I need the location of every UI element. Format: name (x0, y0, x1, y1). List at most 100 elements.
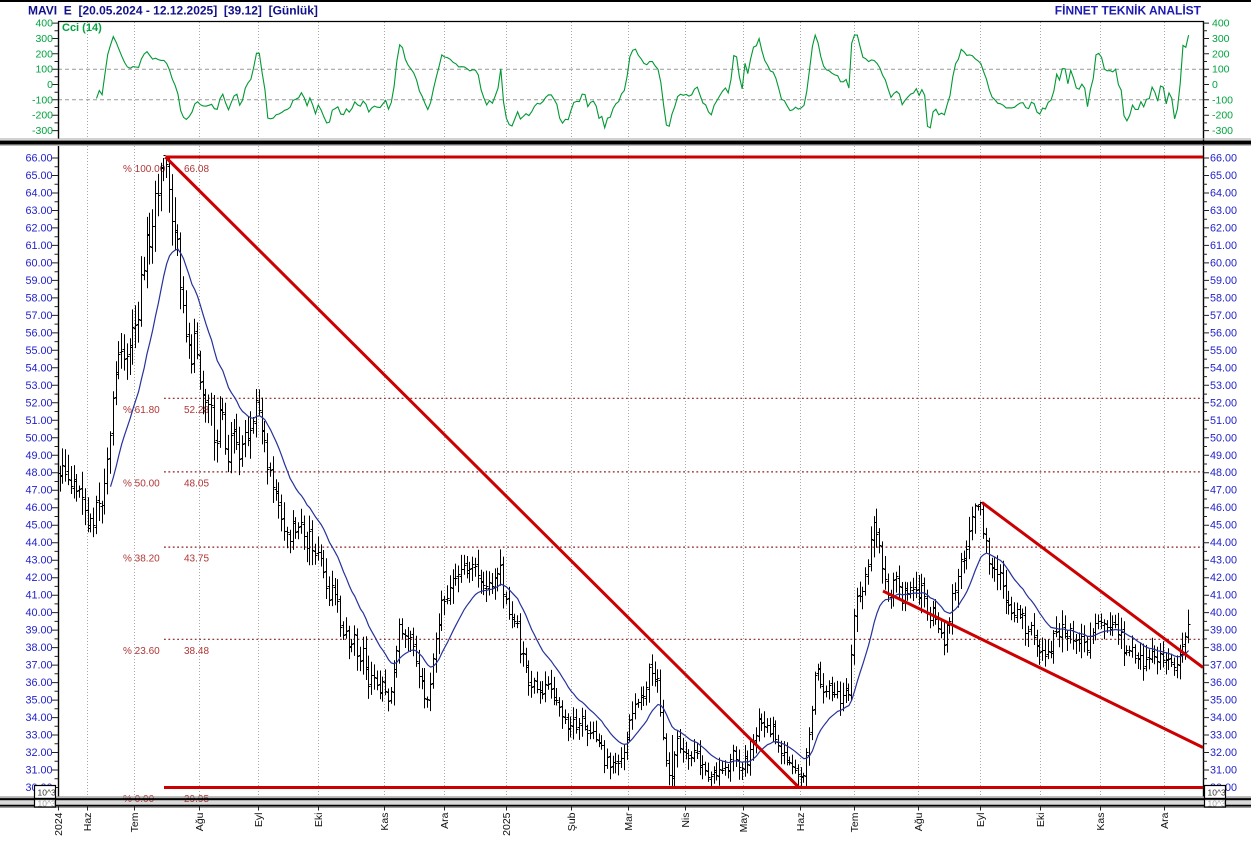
svg-text:47.00: 47.00 (1210, 485, 1237, 497)
svg-text:53.00: 53.00 (1210, 380, 1237, 392)
svg-text:55.00: 55.00 (25, 345, 52, 357)
svg-text:% 61.80: % 61.80 (123, 405, 160, 416)
svg-text:Ağu: Ağu (913, 812, 925, 831)
svg-text:39.00: 39.00 (1210, 625, 1237, 637)
svg-text:300: 300 (1212, 33, 1230, 45)
svg-text:32.00: 32.00 (1210, 747, 1237, 759)
svg-text:40.00: 40.00 (25, 607, 52, 619)
svg-text:39.00: 39.00 (25, 625, 52, 637)
svg-text:Cci (14): Cci (14) (62, 22, 102, 34)
svg-text:63.00: 63.00 (25, 205, 52, 217)
svg-text:46.00: 46.00 (1210, 502, 1237, 514)
svg-text:45.00: 45.00 (25, 520, 52, 532)
svg-text:52.28: 52.28 (184, 405, 209, 416)
svg-text:10^3: 10^3 (38, 788, 56, 798)
svg-text:0: 0 (1212, 79, 1218, 91)
svg-text:54.00: 54.00 (25, 362, 52, 374)
svg-text:-200: -200 (32, 110, 53, 122)
svg-text:56.00: 56.00 (1210, 327, 1237, 339)
svg-text:48.05: 48.05 (184, 479, 209, 490)
svg-text:46.00: 46.00 (25, 502, 52, 514)
svg-text:Ara: Ara (439, 812, 451, 829)
svg-text:61.00: 61.00 (25, 240, 52, 252)
svg-text:62.00: 62.00 (1210, 222, 1237, 234)
svg-text:-100: -100 (1212, 94, 1233, 106)
svg-text:100: 100 (1212, 64, 1230, 76)
svg-text:31.00: 31.00 (25, 765, 52, 777)
svg-text:Eki: Eki (313, 813, 325, 828)
svg-text:45.00: 45.00 (1210, 520, 1237, 532)
svg-text:59.00: 59.00 (1210, 275, 1237, 287)
svg-text:Mar: Mar (623, 812, 635, 831)
svg-text:41.00: 41.00 (1210, 590, 1237, 602)
svg-text:57.00: 57.00 (1210, 310, 1237, 322)
svg-text:60.00: 60.00 (1210, 257, 1237, 269)
svg-text:% 50.00: % 50.00 (123, 479, 160, 490)
svg-text:59.00: 59.00 (25, 275, 52, 287)
svg-text:47.00: 47.00 (25, 485, 52, 497)
svg-text:-300: -300 (1212, 125, 1233, 137)
svg-text:37.00: 37.00 (25, 660, 52, 672)
svg-text:66.00: 66.00 (25, 153, 52, 165)
svg-text:54.00: 54.00 (1210, 362, 1237, 374)
svg-text:37.00: 37.00 (1210, 660, 1237, 672)
svg-text:49.00: 49.00 (1210, 450, 1237, 462)
svg-text:300: 300 (35, 33, 53, 45)
svg-text:35.00: 35.00 (25, 695, 52, 707)
svg-text:49.00: 49.00 (25, 450, 52, 462)
svg-text:34.00: 34.00 (25, 712, 52, 724)
svg-text:32.00: 32.00 (25, 747, 52, 759)
svg-text:31.00: 31.00 (1210, 765, 1237, 777)
svg-text:51.00: 51.00 (1210, 415, 1237, 427)
svg-text:51.00: 51.00 (25, 415, 52, 427)
svg-text:64.00: 64.00 (1210, 188, 1237, 200)
svg-text:48.00: 48.00 (1210, 467, 1237, 479)
svg-text:50.00: 50.00 (25, 432, 52, 444)
svg-text:44.00: 44.00 (25, 537, 52, 549)
svg-text:Tem: Tem (129, 812, 141, 832)
svg-text:48.00: 48.00 (25, 467, 52, 479)
svg-text:64.00: 64.00 (25, 188, 52, 200)
svg-text:57.00: 57.00 (25, 310, 52, 322)
svg-text:61.00: 61.00 (1210, 240, 1237, 252)
svg-text:52.00: 52.00 (1210, 397, 1237, 409)
svg-text:% 100.00: % 100.00 (123, 164, 166, 175)
svg-text:65.00: 65.00 (25, 170, 52, 182)
svg-text:36.00: 36.00 (25, 677, 52, 689)
svg-text:38.00: 38.00 (1210, 642, 1237, 654)
svg-text:35.00: 35.00 (1210, 695, 1237, 707)
svg-text:66.00: 66.00 (1210, 153, 1237, 165)
svg-text:-100: -100 (32, 94, 53, 106)
svg-text:Ara: Ara (1159, 812, 1171, 829)
svg-text:43.00: 43.00 (1210, 555, 1237, 567)
svg-text:May: May (738, 812, 750, 833)
svg-text:Tem: Tem (849, 812, 861, 832)
svg-text:38.00: 38.00 (25, 642, 52, 654)
svg-text:42.00: 42.00 (25, 572, 52, 584)
svg-text:10^3: 10^3 (1208, 788, 1226, 798)
svg-text:58.00: 58.00 (25, 292, 52, 304)
svg-text:44.00: 44.00 (1210, 537, 1237, 549)
svg-text:Şub: Şub (566, 812, 578, 831)
svg-text:55.00: 55.00 (1210, 345, 1237, 357)
svg-text:43.00: 43.00 (25, 555, 52, 567)
svg-text:62.00: 62.00 (25, 222, 52, 234)
svg-text:Eyl: Eyl (975, 813, 987, 828)
svg-text:36.00: 36.00 (1210, 677, 1237, 689)
svg-text:38.48: 38.48 (184, 646, 209, 657)
svg-text:33.00: 33.00 (25, 730, 52, 742)
svg-text:-200: -200 (1212, 110, 1233, 122)
svg-text:50.00: 50.00 (1210, 432, 1237, 444)
svg-text:41.00: 41.00 (25, 590, 52, 602)
svg-text:2025: 2025 (501, 812, 513, 836)
svg-text:Kas: Kas (379, 813, 391, 831)
svg-text:0: 0 (47, 79, 53, 91)
svg-text:Ağu: Ağu (194, 812, 206, 831)
svg-text:400: 400 (35, 18, 53, 30)
svg-text:400: 400 (1212, 18, 1230, 30)
svg-text:60.00: 60.00 (25, 257, 52, 269)
svg-text:% 38.20: % 38.20 (123, 554, 160, 565)
svg-text:200: 200 (1212, 48, 1230, 60)
svg-text:Haz: Haz (82, 813, 94, 832)
svg-text:2024: 2024 (53, 812, 65, 836)
